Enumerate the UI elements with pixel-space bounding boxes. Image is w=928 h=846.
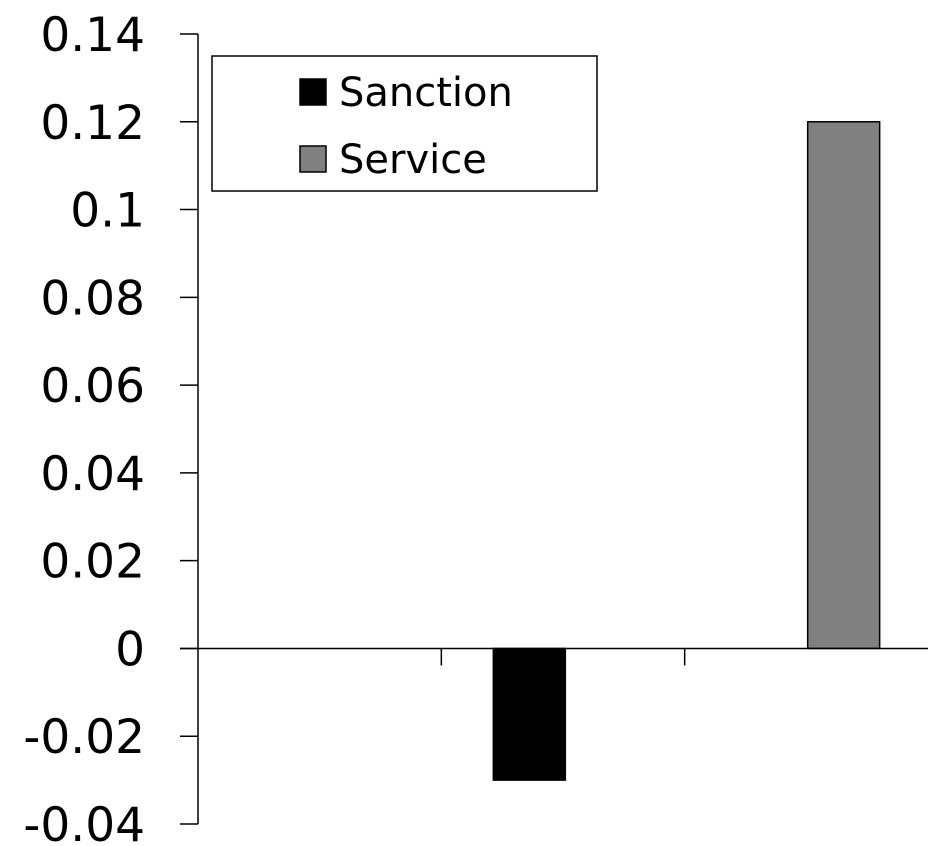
bar-service	[806, 121, 881, 650]
legend-swatch-service	[299, 145, 327, 173]
legend-box	[211, 55, 598, 192]
y-tick-label: 0.02	[40, 535, 145, 590]
y-tick-label: 0.12	[40, 96, 145, 151]
y-tick-label: 0.06	[40, 359, 145, 414]
x-axis-ticks	[440, 648, 686, 666]
y-tick-label: 0	[115, 622, 145, 677]
y-axis-ticks: 0.14 0.12 0.1 0.08 0.06 0.04 0.02 0 -0.02 -0.04	[23, 8, 198, 846]
y-tick-label: -0.02	[23, 710, 145, 765]
legend-label-sanction: Sanction	[339, 70, 513, 116]
legend: Sanction Service	[211, 55, 598, 192]
y-tick-label: 0.08	[40, 271, 145, 326]
legend-label-service: Service	[339, 137, 487, 183]
bars	[492, 121, 881, 781]
y-tick-label: -0.04	[23, 798, 145, 846]
y-tick-label: 0.14	[40, 8, 145, 63]
bar-sanction	[492, 647, 567, 781]
y-tick-label: 0.04	[40, 447, 145, 502]
legend-swatch-sanction	[299, 78, 327, 106]
y-tick-label: 0.1	[70, 184, 145, 239]
